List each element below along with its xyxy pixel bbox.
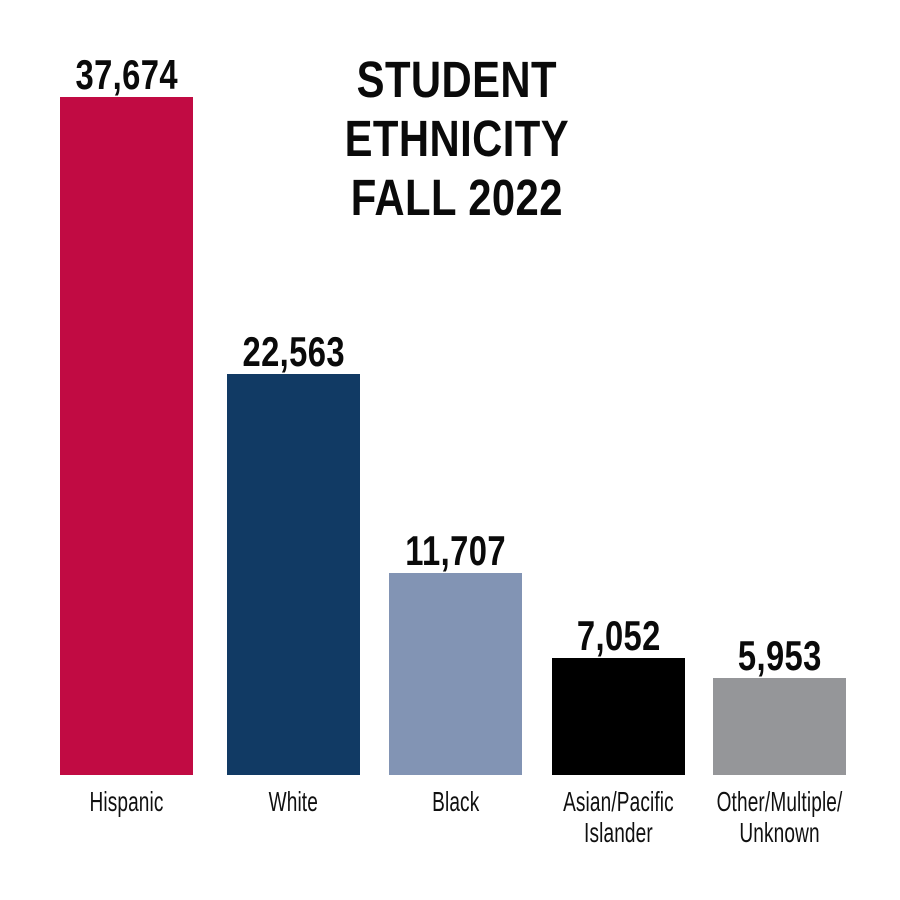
chart-title-line-2: ETHNICITY (344, 110, 570, 167)
bar-other-multiple-unknown (713, 678, 846, 775)
bar-value-black: 11,707 (346, 530, 566, 572)
bar-hispanic (60, 97, 193, 775)
bar-label-asian-pacific-islander: Asian/Pacific Islander (509, 786, 729, 848)
chart-title-text: STUDENT ETHNICITY FALL 2022 (345, 50, 569, 227)
chart-title: STUDENT ETHNICITY FALL 2022 (257, 50, 657, 227)
bar-value-text: 22,563 (242, 328, 345, 375)
bar-label-text: Black (431, 786, 480, 817)
bar-value-asian-pacific-islander: 7,052 (509, 615, 729, 657)
bar-label-text: White (268, 786, 319, 817)
bar-value-text: 37,674 (75, 51, 178, 98)
bar-asian-pacific-islander (552, 658, 685, 775)
bar-label-black: Black (346, 786, 566, 817)
bar-black (389, 573, 522, 775)
chart-title-line-1: STUDENT (356, 51, 558, 108)
bar-label-text: Asian/Pacific Islander (563, 786, 674, 848)
bar-label-white: White (184, 786, 404, 817)
bar-value-hispanic: 37,674 (17, 54, 237, 96)
chart-title-line-3: FALL 2022 (350, 169, 564, 226)
bar-white (227, 374, 360, 775)
bar-value-text: 11,707 (405, 527, 506, 574)
bar-value-text: 5,953 (737, 632, 822, 679)
bar-value-white: 22,563 (184, 331, 404, 373)
bar-label-hispanic: Hispanic (17, 786, 237, 817)
bar-label-text: Other/Multiple/ Unknown (716, 786, 843, 848)
bar-value-text: 7,052 (576, 612, 661, 659)
bar-value-other-multiple-unknown: 5,953 (670, 635, 890, 677)
bar-label-text: Hispanic (89, 786, 164, 817)
bar-label-other-multiple-unknown: Other/Multiple/ Unknown (670, 786, 890, 848)
